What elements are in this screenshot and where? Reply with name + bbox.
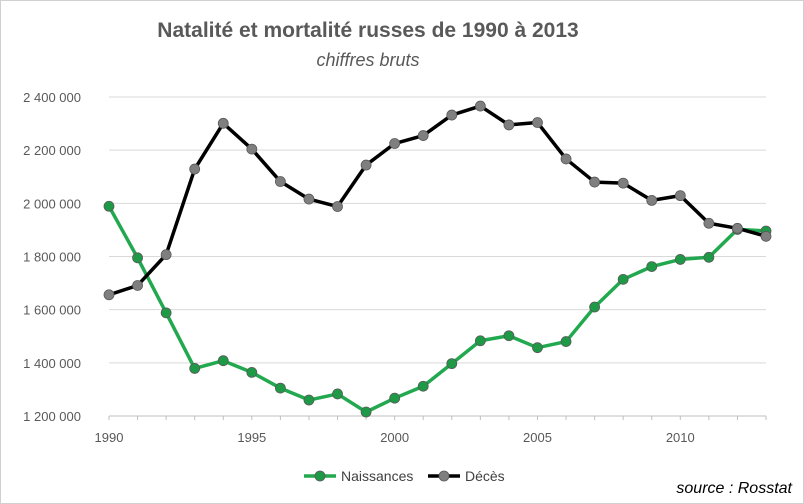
data-point	[360, 406, 372, 418]
legend-marker	[438, 470, 450, 482]
data-point	[760, 230, 772, 242]
data-point	[703, 251, 715, 263]
data-point	[617, 177, 629, 189]
data-point	[532, 117, 543, 128]
y-tick-label: 1 200 000	[23, 409, 81, 424]
data-point	[589, 301, 601, 313]
data-point	[503, 330, 515, 342]
data-point	[674, 254, 686, 265]
data-point	[303, 193, 315, 205]
y-tick-label: 2 000 000	[23, 196, 81, 211]
data-point	[332, 201, 343, 212]
data-point	[703, 217, 715, 229]
data-point	[389, 392, 401, 404]
y-tick-label: 1 600 000	[23, 303, 81, 318]
data-point	[189, 163, 201, 175]
x-tick-label: 2000	[380, 430, 409, 445]
series-line	[108, 104, 767, 297]
data-point	[103, 200, 115, 212]
legend-label: Décès	[465, 468, 505, 484]
data-point	[646, 261, 658, 273]
data-point	[103, 289, 115, 301]
data-point	[246, 143, 258, 155]
chart-subtitle: chiffres bruts	[316, 50, 420, 70]
chart-title: Natalité et mortalité russes de 1990 à 2…	[157, 19, 579, 42]
data-point	[503, 119, 515, 131]
data-point	[674, 190, 686, 202]
x-tick-label: 1990	[95, 430, 124, 445]
data-point	[446, 109, 458, 121]
data-point	[160, 307, 172, 319]
data-point	[246, 367, 258, 378]
y-tick-label: 2 400 000	[23, 90, 81, 105]
data-point	[589, 176, 601, 188]
x-tick-label: 1995	[237, 430, 266, 445]
data-point	[132, 280, 143, 291]
x-tick-label: 2005	[523, 430, 552, 445]
data-point	[132, 252, 143, 264]
data-point	[389, 138, 401, 149]
legend-marker	[314, 470, 326, 482]
data-point	[332, 388, 343, 400]
data-point	[303, 394, 315, 406]
data-point	[189, 363, 201, 374]
y-tick-label: 1 800 000	[23, 250, 81, 265]
data-point	[417, 380, 429, 392]
data-point	[274, 382, 286, 394]
data-point	[217, 117, 229, 129]
data-point	[217, 355, 229, 367]
data-point	[417, 130, 429, 141]
data-point	[732, 222, 743, 234]
y-tick-label: 2 200 000	[23, 143, 81, 158]
data-point	[360, 159, 372, 171]
data-point	[160, 249, 172, 261]
data-point	[474, 335, 486, 347]
source-note: source : Rosstat	[676, 480, 792, 497]
data-point	[560, 336, 572, 347]
y-tick-label: 1 400 000	[23, 356, 81, 371]
series-line	[107, 205, 767, 414]
data-point	[274, 176, 286, 187]
data-point	[532, 342, 543, 354]
data-point	[446, 358, 458, 370]
data-point	[617, 273, 629, 285]
data-point	[646, 195, 658, 206]
legend-label: Naissances	[341, 468, 413, 484]
data-point	[474, 100, 486, 112]
data-point	[560, 153, 572, 165]
x-tick-label: 2010	[666, 430, 695, 445]
